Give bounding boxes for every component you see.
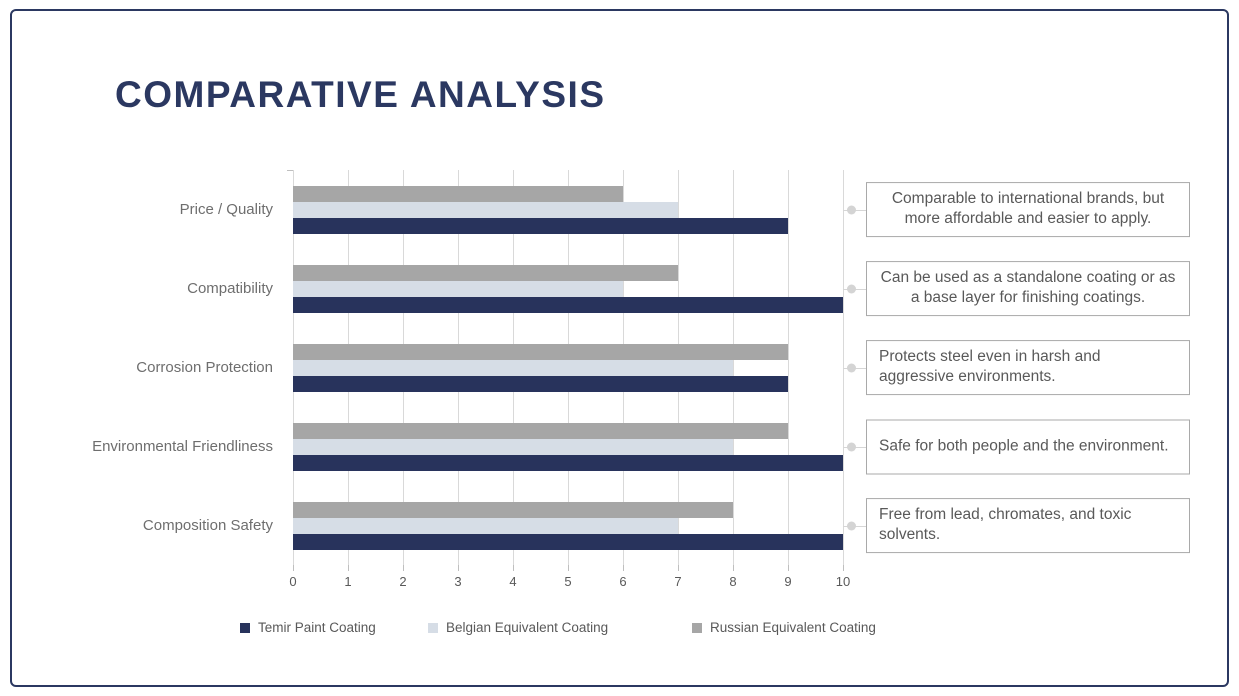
x-tick-label: 8 [729,574,737,589]
annotation-row-0: Comparable to international brands, but … [843,170,1190,249]
axis-tick-3 [458,565,459,571]
axis-tick-7 [678,565,679,571]
category-axis: Price / Quality Compatibility Corrosion Pr… [0,170,283,565]
axis-tick-10 [843,565,844,571]
bar-temir-paint-coating-2 [293,375,788,392]
annotation-connector-dot [847,205,856,214]
x-tick-label: 10 [835,574,851,589]
axis-tick-1 [348,565,349,571]
axis-tick-9 [788,565,789,571]
bar-russian-equivalent-coating-0 [293,185,623,202]
bar-group-3 [293,407,843,486]
bar-russian-equivalent-coating-4 [293,501,733,518]
bar-group-1 [293,249,843,328]
legend-item-belgian-equivalent-coating: Belgian Equivalent Coating [428,620,608,635]
category-label: Composition Safety [142,517,273,534]
bar-temir-paint-coating-1 [293,296,843,313]
legend-label: Temir Paint Coating [258,620,376,635]
gridline-8 [733,170,734,565]
legend-swatch [428,622,438,633]
bar-group-4 [293,486,843,565]
legend-item-temir-paint-coating: Temir Paint Coating [240,620,376,635]
annotation-row-1: Can be used as a standalone coating or a… [843,249,1190,328]
bar-belgian-equivalent-coating-1 [293,280,623,297]
annotation-row-3: Safe for both people and the environment… [843,407,1190,486]
x-tick-label: 0 [289,574,297,589]
annotation-box: Protects steel even in harsh and aggress… [866,339,1190,396]
x-tick-label: 4 [509,574,517,589]
annotation-callouts: Comparable to international brands, but … [843,170,1190,565]
annotation-box: Safe for both people and the environment… [866,419,1190,474]
bar-temir-paint-coating-0 [293,217,788,234]
x-tick-label: 9 [784,574,792,589]
annotation-box: Free from lead, chromates, and toxic sol… [866,497,1190,554]
bar-russian-equivalent-coating-2 [293,343,788,360]
axis-tick-4 [513,565,514,571]
legend-swatch [692,622,702,633]
axis-tick-2 [403,565,404,571]
page-title: COMPARATIVE ANALYSIS [115,74,606,115]
category-label: Price / Quality [179,201,273,218]
bar-belgian-equivalent-coating-3 [293,438,733,455]
axis-tick-0 [293,565,294,571]
slide-border [10,9,1229,687]
x-tick-label: 5 [564,574,572,589]
annotation-row-2: Protects steel even in harsh and aggress… [843,328,1190,407]
bar-chart-plot-area [287,170,844,571]
annotation-connector-dot [847,442,856,451]
category-label: Compatibility [187,280,273,297]
x-tick-label: 1 [344,574,352,589]
x-tick-label: 7 [674,574,682,589]
value-axis: 0 1 2 3 4 5 6 7 8 9 10 [289,574,850,594]
category-label: Environmental Friendliness [92,438,273,455]
annotation-row-4: Free from lead, chromates, and toxic sol… [843,486,1190,565]
annotation-connector-dot [847,363,856,372]
bar-temir-paint-coating-4 [293,533,843,550]
bar-temir-paint-coating-3 [293,454,843,471]
legend-swatch [240,622,250,633]
axis-corner-tick [287,170,293,171]
legend-label: Belgian Equivalent Coating [446,620,609,635]
bar-group-2 [293,328,843,407]
bar-belgian-equivalent-coating-2 [293,359,733,376]
annotation-connector-dot [847,284,856,293]
axis-tick-6 [623,565,624,571]
category-label: Corrosion Protection [136,359,273,376]
legend-item-russian-equivalent-coating: Russian Equivalent Coating [692,620,876,635]
axis-tick-5 [568,565,569,571]
annotation-box: Comparable to international brands, but … [866,181,1190,238]
annotation-connector-dot [847,521,856,530]
bar-russian-equivalent-coating-3 [293,422,788,439]
gridline-9 [788,170,789,565]
bar-group-0 [293,170,843,249]
axis-tick-8 [733,565,734,571]
legend-label: Russian Equivalent Coating [710,620,876,635]
bar-belgian-equivalent-coating-0 [293,201,678,218]
bar-belgian-equivalent-coating-4 [293,517,678,534]
bar-russian-equivalent-coating-1 [293,264,678,281]
annotation-box: Can be used as a standalone coating or a… [866,260,1190,317]
x-tick-label: 6 [619,574,627,589]
x-tick-label: 3 [454,574,462,589]
x-tick-label: 2 [399,574,407,589]
